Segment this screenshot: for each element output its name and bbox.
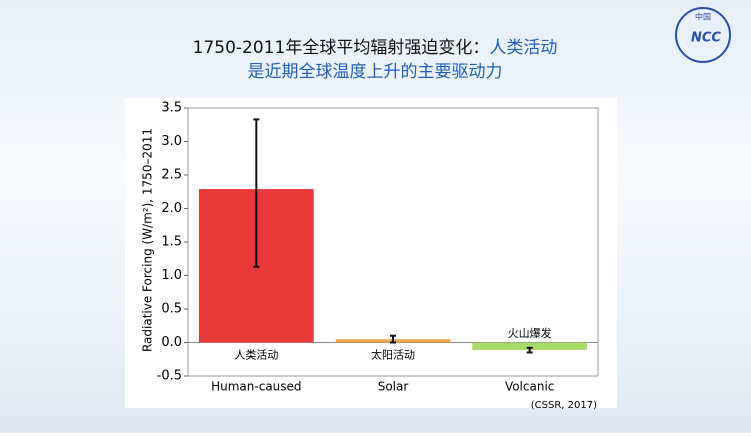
x-tick-label: Human-caused [211, 380, 301, 394]
logo-ring [675, 7, 731, 63]
title-part: 人类活动 [489, 38, 557, 58]
y-tick-label: 3.0 [161, 134, 182, 149]
bar-note: 太阳活动 [371, 349, 415, 362]
x-tick-label: Solar [378, 380, 409, 394]
y-tick-label: 0.0 [161, 335, 182, 350]
y-tick-label: 3.5 [161, 101, 182, 116]
y-tick-label: 1.0 [161, 268, 182, 283]
bar-note: 人类活动 [234, 348, 278, 362]
chart-panel [125, 98, 617, 408]
y-tick-label: 1.5 [161, 235, 182, 250]
bar-note: 火山爆发 [508, 326, 552, 340]
error-bar [390, 334, 396, 344]
y-tick-label: 0.5 [161, 302, 182, 317]
error-bar [253, 118, 260, 268]
logo-top: 中国 [695, 12, 711, 22]
bar [472, 342, 588, 350]
title-part: 1750-2011年全球平均辐射强迫变化： [193, 38, 490, 58]
error-bar [526, 346, 533, 354]
y-axis-label: Radiative Forcing (W/m²), 1750–2011 [141, 128, 155, 352]
logo-text: NCC [691, 31, 721, 46]
title-line: 是近期全球温度上升的主要驱动力 [248, 62, 503, 82]
title: 1750-2011年全球平均辐射强迫变化：人类活动 [193, 38, 558, 58]
x-tick-label: Volcanic [505, 380, 554, 394]
source: (CSSR, 2017) [531, 400, 597, 411]
y-tick-label: 2.0 [161, 201, 182, 216]
y-tick-label: -0.5 [157, 369, 182, 384]
y-tick-label: 2.5 [161, 168, 182, 183]
